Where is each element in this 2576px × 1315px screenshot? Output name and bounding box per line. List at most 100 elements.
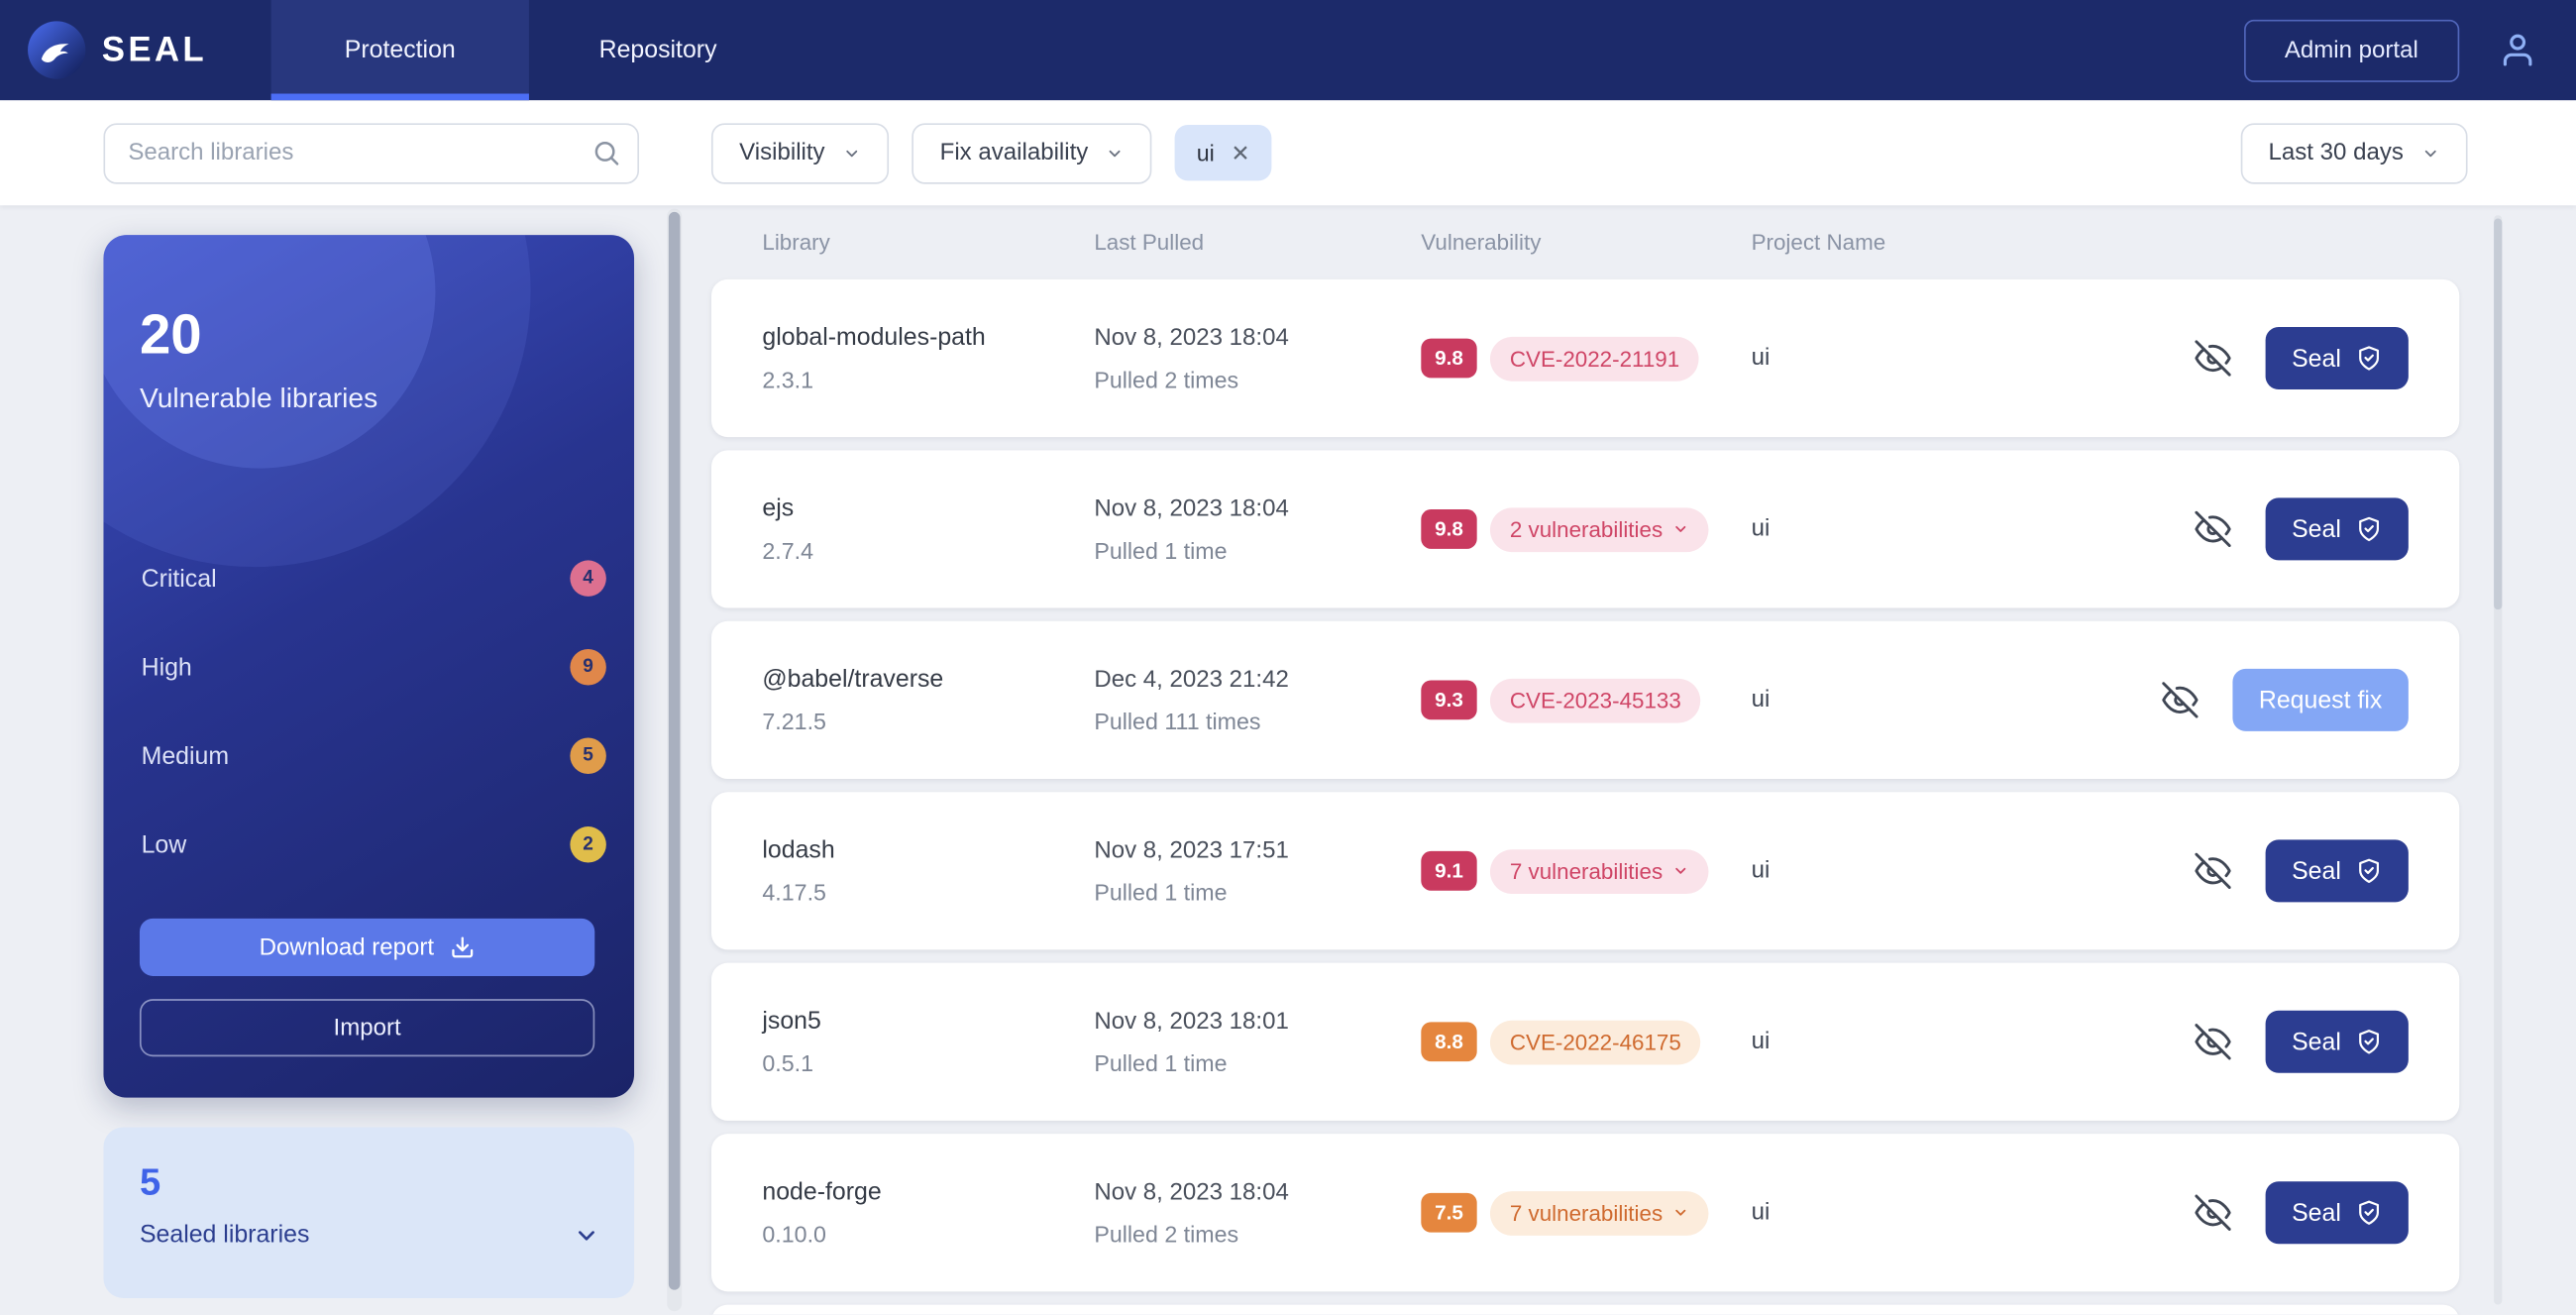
pulled-times: Pulled 2 times xyxy=(1094,365,1239,392)
request-fix-button[interactable]: Request fix xyxy=(2232,668,2409,731)
hide-eye-icon xyxy=(2162,682,2199,718)
hide-library-button[interactable] xyxy=(2195,1191,2237,1234)
hide-eye-icon xyxy=(2195,1194,2231,1231)
chevron-down-icon[interactable] xyxy=(574,1223,600,1250)
row-actions: Seal xyxy=(2195,839,2459,903)
library-cell: @babel/traverse 7.21.5 xyxy=(762,666,1094,735)
library-version: 7.21.5 xyxy=(762,708,826,735)
vulnerability-cell: 8.8 CVE-2022-46175 xyxy=(1421,1019,1751,1064)
page-scrollbar-thumb[interactable] xyxy=(2494,218,2503,610)
library-name: ejs xyxy=(762,494,795,523)
shield-check-icon xyxy=(2359,346,2380,371)
row-actions: Request fix xyxy=(2162,668,2459,731)
library-cell: lodash 4.17.5 xyxy=(762,836,1094,906)
last-pulled-date: Nov 8, 2023 18:04 xyxy=(1094,494,1289,522)
vulnerability-cell: 9.3 CVE-2023-45133 xyxy=(1421,677,1751,722)
pulled-times: Pulled 2 times xyxy=(1094,1220,1239,1247)
vulnerability-cell: 7.5 7 vulnerabilities xyxy=(1421,1190,1751,1236)
vulnerability-label: CVE-2022-46175 xyxy=(1509,1029,1681,1054)
fix-availability-filter-label: Fix availability xyxy=(939,139,1089,166)
library-version: 0.10.0 xyxy=(762,1221,826,1248)
admin-portal-button[interactable]: Admin portal xyxy=(2243,19,2460,82)
navbar-right: Admin portal xyxy=(2243,19,2576,82)
hide-library-button[interactable] xyxy=(2162,679,2204,721)
active-filter-chip[interactable]: ui ✕ xyxy=(1175,125,1272,181)
date-range-dropdown[interactable]: Last 30 days xyxy=(2240,122,2468,183)
vulnerable-summary-card: 20 Vulnerable libraries Critical 4 High 9 Me… xyxy=(103,235,635,1098)
action-label: Seal xyxy=(2292,514,2341,544)
hide-library-button[interactable] xyxy=(2195,1021,2237,1063)
severity-count-badge: 2 xyxy=(570,826,606,863)
filter-bar: Visibility Fix availability ui ✕ Last 30… xyxy=(0,100,2576,206)
action-label: Seal xyxy=(2292,1198,2341,1227)
fix-availability-filter[interactable]: Fix availability xyxy=(912,122,1152,183)
cve-pill[interactable]: CVE-2022-21191 xyxy=(1489,336,1700,381)
user-profile-icon[interactable] xyxy=(2499,32,2536,69)
last-pulled-date: Nov 8, 2023 17:51 xyxy=(1094,836,1289,864)
last-pulled-cell: Nov 8, 2023 18:04 Pulled 1 time xyxy=(1094,495,1421,563)
chevron-down-icon xyxy=(1675,1209,1686,1216)
seal-button[interactable]: Seal xyxy=(2265,1010,2409,1073)
chevron-down-icon xyxy=(1110,150,1122,157)
vulnerabilities-dropdown[interactable]: 2 vulnerabilities xyxy=(1489,506,1709,552)
content-area: 20 Vulnerable libraries Critical 4 High 9 Me… xyxy=(0,205,2576,1315)
seal-button[interactable]: Seal xyxy=(2265,497,2409,561)
table-row: json5 0.5.1 Nov 8, 2023 18:01 Pulled 1 time… xyxy=(710,962,2460,1121)
vulnerabilities-dropdown[interactable]: 7 vulnerabilities xyxy=(1489,848,1709,894)
chevron-down-icon xyxy=(2424,150,2436,157)
remove-chip-icon[interactable]: ✕ xyxy=(1231,139,1250,166)
page-scrollbar[interactable] xyxy=(2494,215,2503,1306)
sealed-label: Sealed libraries xyxy=(139,1221,310,1250)
vulnerability-cell: 9.8 2 vulnerabilities xyxy=(1421,506,1751,552)
row-actions: Seal xyxy=(2195,497,2459,561)
last-pulled-date: Nov 8, 2023 18:04 xyxy=(1094,324,1289,352)
sealed-libraries-card[interactable]: 5 Sealed libraries xyxy=(103,1127,635,1298)
hide-eye-icon xyxy=(2195,852,2231,889)
vulnerabilities-dropdown[interactable]: 7 vulnerabilities xyxy=(1489,1190,1709,1236)
vulnerable-count: 20 xyxy=(139,303,202,367)
top-navbar: SEAL Protection Repository Admin portal xyxy=(0,0,2576,101)
download-report-button[interactable]: Download report xyxy=(139,918,595,976)
hide-eye-icon xyxy=(2195,510,2231,548)
hide-library-button[interactable] xyxy=(2195,507,2237,550)
pulled-times: Pulled 111 times xyxy=(1094,707,1261,734)
shield-check-icon xyxy=(2359,516,2380,542)
project-name: ui xyxy=(1751,857,1771,885)
hide-library-button[interactable] xyxy=(2195,849,2237,892)
severity-count-badge: 9 xyxy=(570,648,606,686)
vulnerability-label: 2 vulnerabilities xyxy=(1509,516,1664,542)
library-cell: node-forge 0.10.0 xyxy=(762,1178,1094,1248)
hide-eye-icon xyxy=(2195,340,2231,377)
hide-eye-icon xyxy=(2195,1024,2231,1060)
chip-label: ui xyxy=(1196,139,1215,166)
list-scrollbar[interactable] xyxy=(667,208,683,1312)
seal-button[interactable]: Seal xyxy=(2265,839,2409,903)
cve-pill[interactable]: CVE-2022-46175 xyxy=(1489,1019,1701,1064)
search-input[interactable] xyxy=(103,122,640,183)
tab-protection[interactable]: Protection xyxy=(270,0,529,101)
list-scrollbar-thumb[interactable] xyxy=(668,211,681,1290)
visibility-filter[interactable]: Visibility xyxy=(710,122,890,183)
severity-row: Medium 5 xyxy=(142,712,606,801)
cve-pill[interactable]: CVE-2023-45133 xyxy=(1489,677,1701,722)
library-name: @babel/traverse xyxy=(762,665,944,694)
vulnerable-summary-header: 20 Vulnerable libraries xyxy=(140,307,377,415)
library-name: global-modules-path xyxy=(762,323,986,352)
table-row: global-modules-path 2.3.1 Nov 8, 2023 18:0… xyxy=(710,278,2460,438)
action-label: Seal xyxy=(2292,1028,2341,1056)
project-name: ui xyxy=(1751,345,1771,372)
library-name: json5 xyxy=(762,1007,821,1036)
seal-button[interactable]: Seal xyxy=(2265,1181,2409,1245)
column-header-last-pulled: Last Pulled xyxy=(1094,230,1205,256)
last-pulled-cell: Nov 8, 2023 18:04 Pulled 2 times xyxy=(1094,1179,1421,1247)
shield-check-icon xyxy=(2359,1030,2380,1054)
nav-tabs: Protection Repository xyxy=(270,0,788,101)
vulnerability-label: 7 vulnerabilities xyxy=(1509,1200,1664,1226)
library-name: lodash xyxy=(762,836,835,865)
import-button[interactable]: Import xyxy=(139,999,595,1057)
hide-library-button[interactable] xyxy=(2195,337,2237,380)
seal-button[interactable]: Seal xyxy=(2265,326,2409,389)
project-name: ui xyxy=(1751,1199,1771,1226)
tab-repository[interactable]: Repository xyxy=(598,36,717,64)
shield-check-icon xyxy=(2359,858,2380,883)
